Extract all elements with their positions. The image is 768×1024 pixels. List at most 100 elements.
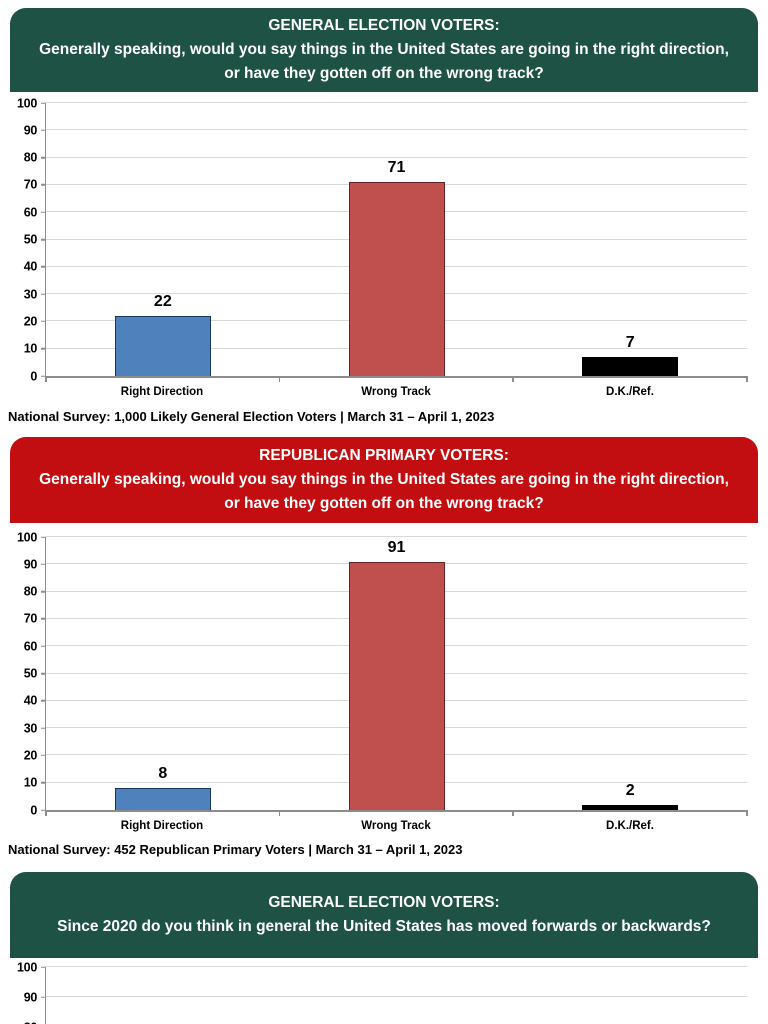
y-axis-label: 80 [23, 584, 38, 599]
y-axis-tick [41, 809, 46, 811]
x-axis-tick [512, 810, 514, 816]
y-axis-label: 70 [23, 177, 38, 192]
gridline [46, 129, 747, 131]
bars-row [46, 967, 747, 1024]
bar-slot: 91 [280, 537, 514, 810]
source-line: National Survey: 452 Republican Primary … [8, 842, 463, 857]
category-label-d-k-ref: D.K./Ref. [606, 820, 654, 832]
y-axis-label: 0 [30, 802, 37, 817]
x-axis-tick [278, 376, 281, 382]
y-axis-label: 90 [23, 557, 38, 572]
bar-value-label: 71 [387, 159, 406, 177]
y-axis-label: 10 [23, 341, 38, 356]
plot-area: 0 10 20 30 40 50 60 70 80 90 100 8 91 2 [17, 531, 748, 816]
bar-value-label: 8 [158, 765, 168, 783]
bar-slot: 8 [46, 537, 280, 810]
y-axis-tick [41, 700, 46, 702]
bar-chart-republican-direction: 0 10 20 30 40 50 60 70 80 90 100 8 91 2 Right Directi… [17, 531, 748, 833]
bar-chart-general-direction: 0 10 20 30 40 50 60 70 80 90 100 22 71 7 Right Direct… [17, 97, 748, 399]
y-axis-tick [41, 375, 46, 377]
y-axis-tick [41, 211, 46, 213]
x-axis-tick [512, 376, 514, 382]
y-axis-tick [41, 266, 46, 268]
y-axis-tick [41, 563, 46, 566]
category-axis: Right Direction Wrong Track D.K./Ref. [45, 812, 747, 833]
gridline [46, 102, 747, 103]
banner-question: Generally speaking, would you say things… [39, 471, 729, 512]
banner-question: Generally speaking, would you say things… [39, 41, 729, 82]
category-axis: Right Direction Wrong Track D.K./Ref. [45, 378, 747, 399]
banner-title: GENERAL ELECTION VOTERS: [268, 17, 500, 34]
y-axis-tick [41, 320, 46, 323]
bar-slot: 22 [46, 103, 280, 376]
gridline [46, 536, 747, 537]
y-axis-tick [41, 156, 46, 159]
y-axis-label: 30 [23, 286, 38, 301]
y-axis-tick [41, 672, 46, 675]
banner-title: GENERAL ELECTION VOTERS: [268, 894, 500, 911]
banner-general-election-forwards-backwards: GENERAL ELECTION VOTERS: Since 2020 do y… [10, 872, 758, 958]
y-axis-label: 30 [23, 720, 38, 735]
bar-value-label: 22 [153, 292, 172, 310]
bar-slot: 7 [513, 103, 747, 376]
bar-slot: 71 [280, 103, 514, 376]
y-axis-tick [41, 129, 46, 132]
y-axis-label: 60 [23, 638, 38, 653]
y-axis-tick [41, 618, 46, 620]
y-axis-tick [41, 347, 46, 350]
banner-question: Since 2020 do you think in general the U… [57, 918, 711, 935]
y-axis-label: 90 [23, 123, 38, 138]
category-label-right-direction: Right Direction [120, 820, 204, 832]
x-axis-tick [45, 376, 47, 382]
y-axis-label: 40 [23, 259, 38, 274]
y-axis-tick [41, 727, 46, 729]
category-label-wrong-track: Wrong Track [361, 386, 431, 398]
y-axis-label: 10 [23, 775, 38, 790]
x-axis-tick [45, 810, 47, 816]
gridline [46, 156, 747, 158]
bar-slot: 2 [513, 537, 747, 810]
banner-title: REPUBLICAN PRIMARY VOTERS: [259, 447, 509, 464]
y-axis-label: 80 [23, 150, 38, 165]
y-axis-tick [41, 293, 46, 295]
bar-right-direction [114, 315, 211, 376]
bar-d-k-ref [582, 804, 679, 810]
x-axis-tick [278, 810, 281, 816]
bar-right-direction [114, 788, 211, 810]
y-axis-tick [41, 102, 46, 104]
y-axis-tick [41, 238, 46, 241]
y-axis-tick [41, 966, 46, 968]
category-label-d-k-ref: D.K./Ref. [606, 386, 654, 398]
y-axis-tick [41, 590, 46, 593]
y-axis-tick [41, 754, 46, 757]
x-axis-tick [746, 810, 748, 816]
y-axis-tick [41, 645, 46, 647]
y-axis-tick [41, 536, 46, 538]
y-axis-label: 20 [23, 748, 38, 763]
bar-value-label: 91 [387, 538, 406, 556]
bar-wrong-track [348, 561, 445, 810]
y-axis-label: 40 [23, 693, 38, 708]
bar-d-k-ref [582, 356, 679, 376]
bars-row: 8 91 2 [46, 537, 747, 810]
plot-area: 0 10 20 30 40 50 60 70 80 90 100 22 71 7 [17, 97, 748, 382]
y-axis-label: 50 [23, 666, 38, 681]
y-axis-label: 70 [23, 611, 38, 626]
category-label-wrong-track: Wrong Track [361, 820, 431, 832]
bar-value-label: 2 [625, 781, 635, 799]
y-axis-tick [41, 781, 46, 784]
banner-republican-primary-direction: REPUBLICAN PRIMARY VOTERS: Generally spe… [10, 437, 758, 523]
y-axis-label: 100 [17, 529, 37, 544]
y-axis-label: 0 [30, 368, 37, 383]
y-axis-tick [41, 996, 46, 998]
category-label-right-direction: Right Direction [120, 386, 204, 398]
y-axis-tick [41, 184, 46, 186]
bars-row: 22 71 7 [46, 103, 747, 376]
y-axis-label: 50 [23, 232, 38, 247]
y-axis-label: 90 [23, 989, 38, 1004]
bar-wrong-track [348, 182, 445, 376]
gridline [46, 966, 747, 967]
